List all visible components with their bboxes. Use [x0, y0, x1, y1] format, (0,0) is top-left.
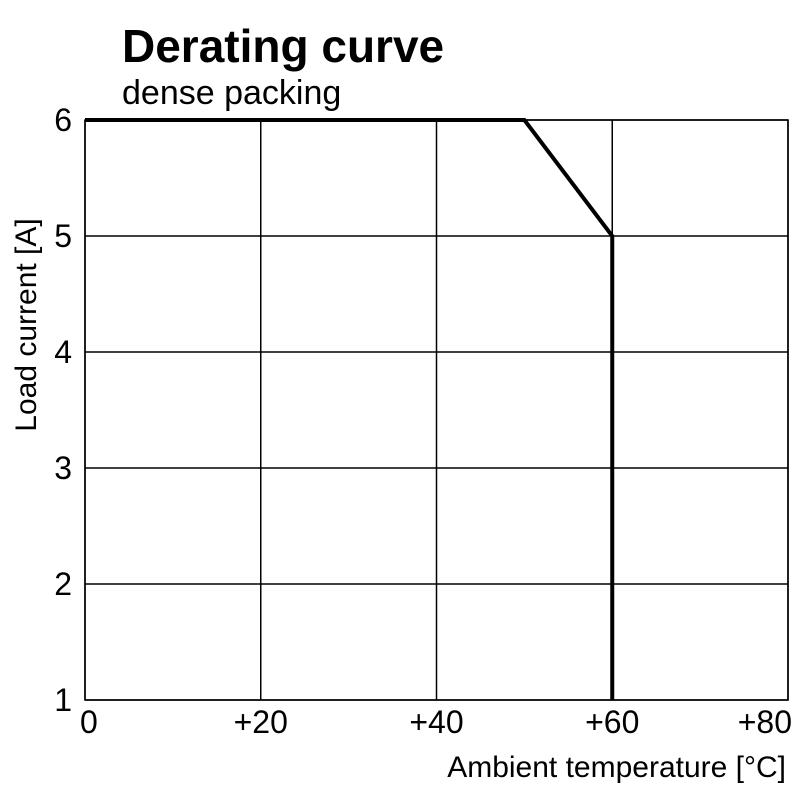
y-axis-label: Load current [A] — [10, 218, 43, 431]
x-tick-label: +60 — [585, 704, 639, 740]
grid-lines — [84, 119, 789, 701]
y-tick-label: 5 — [54, 218, 72, 254]
derating-curve-line — [85, 118, 615, 700]
x-tick-label: +40 — [409, 704, 463, 740]
x-tick-label: 0 — [80, 704, 98, 740]
y-tick-label: 3 — [54, 450, 72, 486]
y-tick-labels: 1 2 3 4 5 6 — [54, 102, 72, 718]
x-axis-label: Ambient temperature [°C] — [447, 751, 786, 784]
y-tick-label: 2 — [54, 566, 72, 602]
chart-subtitle: dense packing — [122, 74, 341, 112]
x-tick-label: +20 — [234, 704, 288, 740]
y-tick-label: 4 — [54, 334, 72, 370]
x-tick-label: +80 — [738, 704, 792, 740]
x-tick-labels: 0 +20 +40 +60 +80 — [80, 704, 792, 740]
y-tick-label: 6 — [54, 102, 72, 138]
chart-title: Derating curve — [122, 20, 444, 72]
y-tick-label: 1 — [54, 682, 72, 718]
